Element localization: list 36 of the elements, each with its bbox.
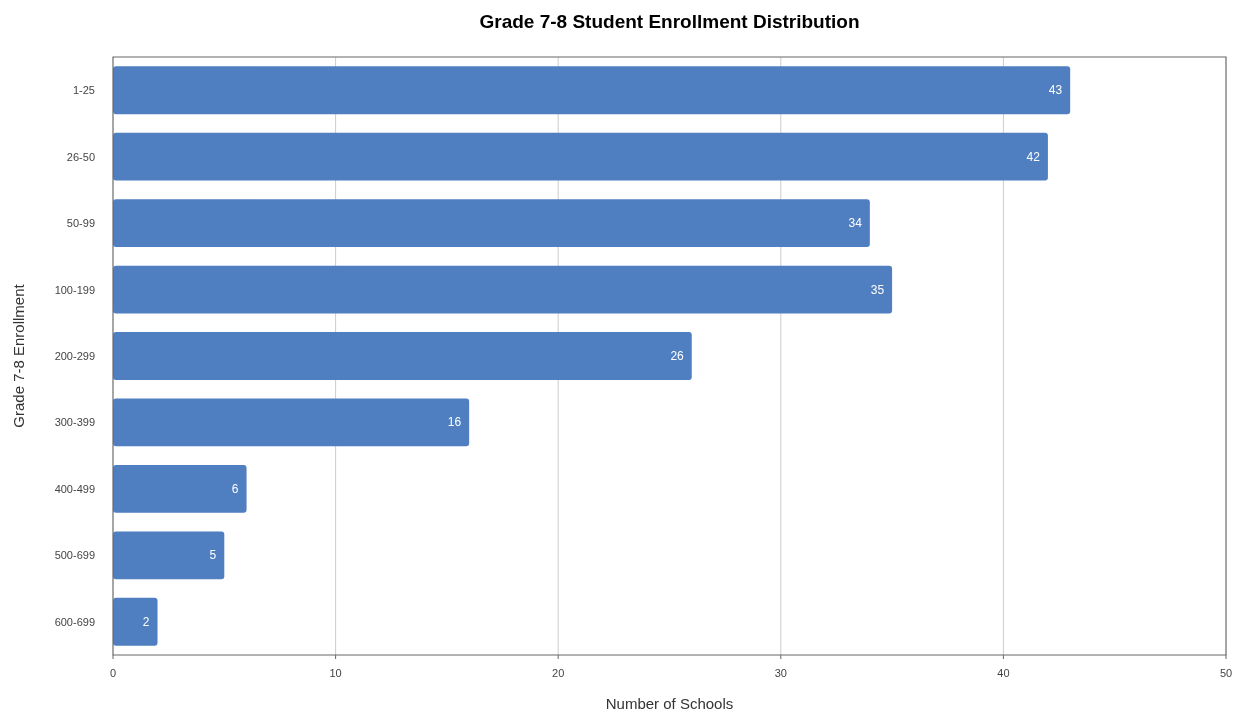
x-tick-label: 50 [1219,667,1233,679]
data-label: 6 [231,481,239,496]
bar [113,531,225,580]
chart-title: Grade 7-8 Student Enrollment Distribution [479,11,860,32]
x-tick-label: 10 [329,667,342,679]
data-label: 34 [848,216,863,231]
data-label: 26 [670,349,685,363]
y-tick-label: 50-99 [66,217,95,230]
y-tick-label: 500-699 [54,549,95,562]
y-tick-label: 1-25 [72,84,95,97]
bar [113,132,1048,181]
x-tick-label: 40 [997,667,1010,679]
bar [113,265,893,314]
y-tick-label: 26-50 [66,150,95,163]
bar [113,332,692,380]
bar [113,398,470,447]
bar [113,199,870,248]
y-tick-label: 600-699 [54,615,95,628]
y-tick-label: 100-199 [54,283,95,296]
data-label: 2 [142,614,150,629]
data-label: 16 [447,415,462,430]
y-axis-title: Grade 7-8 Enrollment [10,283,27,428]
bar [113,464,247,513]
x-tick-label: 30 [774,667,787,679]
bar [113,597,158,646]
x-tick-label: 0 [109,667,117,679]
x-axis-title: Number of Schools [605,695,734,712]
y-tick-label: 300-399 [54,416,95,429]
data-label: 35 [870,282,885,297]
data-label: 43 [1048,83,1063,98]
x-tick-label: 20 [552,667,565,679]
y-tick-label: 200-299 [54,350,95,362]
bar [113,66,1071,115]
data-label: 42 [1026,149,1041,164]
y-tick-label: 400-499 [54,482,95,495]
data-label: 5 [209,548,217,563]
